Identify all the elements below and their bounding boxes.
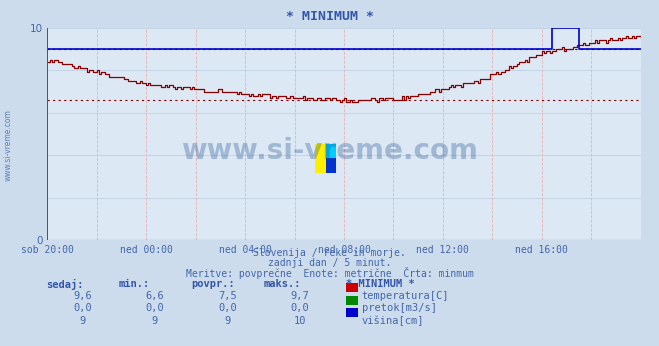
Text: 9,7: 9,7 [291, 291, 309, 301]
Text: 0,0: 0,0 [291, 303, 309, 313]
Bar [315, 158, 326, 173]
Text: Slovenija / reke in morje.: Slovenija / reke in morje. [253, 248, 406, 258]
Text: 9: 9 [79, 316, 86, 326]
Text: 10: 10 [294, 316, 306, 326]
Text: 6,6: 6,6 [146, 291, 164, 301]
Text: sedaj:: sedaj: [46, 279, 84, 290]
Text: 9: 9 [152, 316, 158, 326]
Bar [315, 144, 326, 158]
Bar [326, 144, 336, 158]
Text: temperatura[C]: temperatura[C] [362, 291, 449, 301]
Text: 7,5: 7,5 [218, 291, 237, 301]
Bar [326, 158, 336, 173]
Text: * MINIMUM *: * MINIMUM * [285, 10, 374, 23]
Text: povpr.:: povpr.: [191, 279, 235, 289]
Text: višina[cm]: višina[cm] [362, 316, 424, 326]
Text: min.:: min.: [119, 279, 150, 289]
Text: 0,0: 0,0 [73, 303, 92, 313]
Text: 0,0: 0,0 [218, 303, 237, 313]
Text: pretok[m3/s]: pretok[m3/s] [362, 303, 437, 313]
Text: www.si-vreme.com: www.si-vreme.com [4, 109, 13, 181]
Text: www.si-vreme.com: www.si-vreme.com [181, 137, 478, 164]
Text: * MINIMUM *: * MINIMUM * [346, 279, 415, 289]
Text: 9,6: 9,6 [73, 291, 92, 301]
Text: 9: 9 [224, 316, 231, 326]
Text: maks.:: maks.: [264, 279, 301, 289]
Text: zadnji dan / 5 minut.: zadnji dan / 5 minut. [268, 258, 391, 268]
Text: 0,0: 0,0 [146, 303, 164, 313]
Text: Meritve: povprečne  Enote: metrične  Črta: minmum: Meritve: povprečne Enote: metrične Črta:… [186, 267, 473, 279]
